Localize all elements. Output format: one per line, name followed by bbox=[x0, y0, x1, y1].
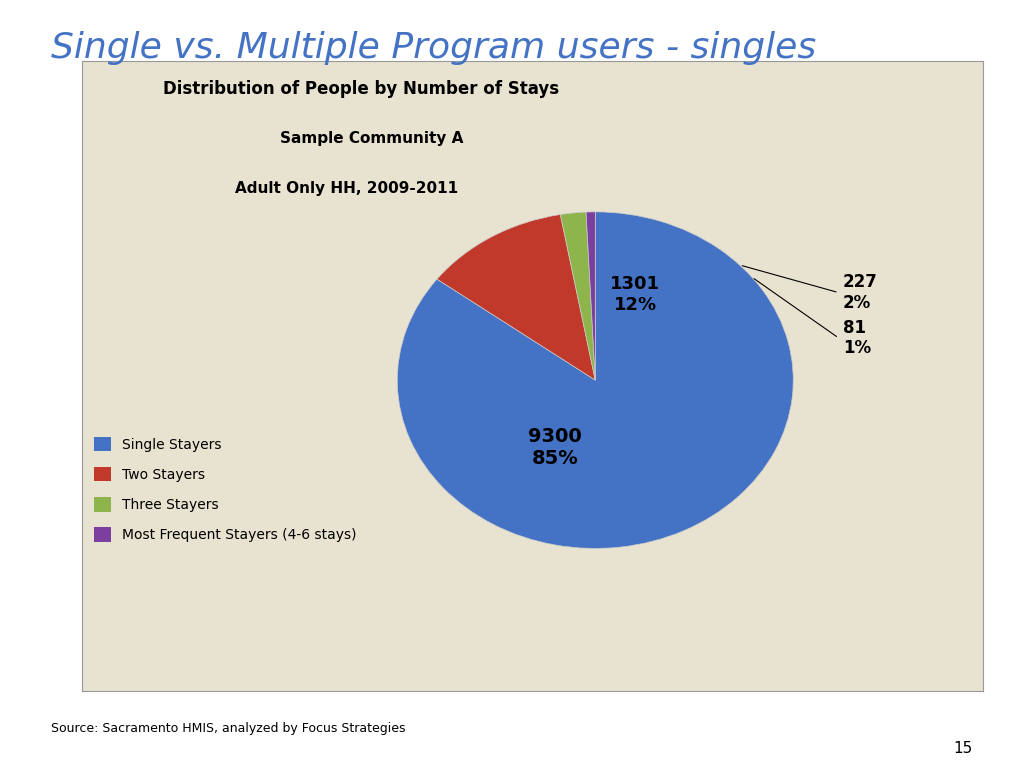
Wedge shape bbox=[437, 214, 595, 380]
Text: 1301
12%: 1301 12% bbox=[610, 275, 660, 313]
Text: 81
1%: 81 1% bbox=[843, 319, 870, 357]
Text: Adult Only HH, 2009-2011: Adult Only HH, 2009-2011 bbox=[236, 181, 458, 196]
Wedge shape bbox=[560, 212, 595, 380]
Text: Sample Community A: Sample Community A bbox=[281, 131, 464, 146]
Wedge shape bbox=[586, 212, 595, 380]
Text: Distribution of People by Number of Stays: Distribution of People by Number of Stay… bbox=[163, 81, 559, 98]
Text: 227
2%: 227 2% bbox=[843, 273, 878, 312]
Text: 9300
85%: 9300 85% bbox=[528, 427, 582, 468]
Legend: Single Stayers, Two Stayers, Three Stayers, Most Frequent Stayers (4-6 stays): Single Stayers, Two Stayers, Three Staye… bbox=[89, 432, 362, 548]
Text: Source: Sacramento HMIS, analyzed by Focus Strategies: Source: Sacramento HMIS, analyzed by Foc… bbox=[51, 722, 406, 735]
Wedge shape bbox=[397, 212, 794, 548]
Text: 15: 15 bbox=[953, 740, 973, 756]
Text: Single vs. Multiple Program users - singles: Single vs. Multiple Program users - sing… bbox=[51, 31, 816, 65]
